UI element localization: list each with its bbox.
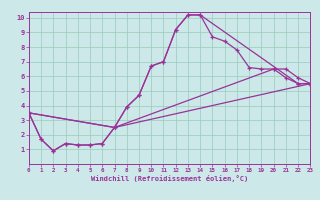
X-axis label: Windchill (Refroidissement éolien,°C): Windchill (Refroidissement éolien,°C) bbox=[91, 175, 248, 182]
